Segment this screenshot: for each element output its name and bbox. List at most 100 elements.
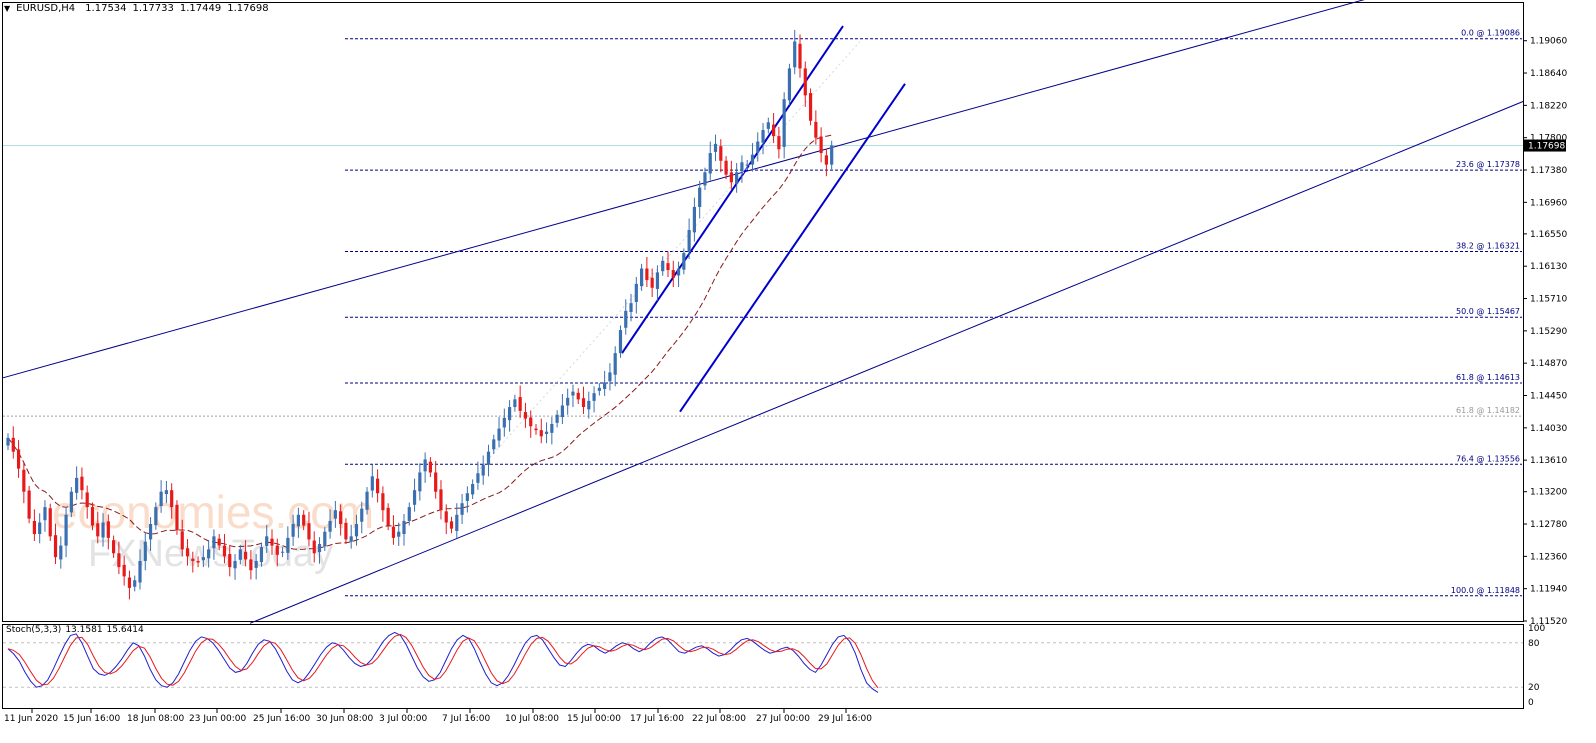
candle-body <box>597 387 601 391</box>
candle-body <box>592 393 596 401</box>
candle-body <box>708 153 712 174</box>
candle-body <box>745 164 749 166</box>
candle-body <box>291 524 295 537</box>
time-tick-label: 22 Jul 08:00 <box>692 714 746 724</box>
time-tick-label: 7 Jul 16:00 <box>442 714 491 724</box>
candle-body <box>323 531 327 547</box>
fib-level-label: 0.0 @ 1.19086 <box>1461 29 1520 38</box>
candle-body <box>719 146 723 161</box>
price-tick-label: 1.18640 <box>1530 69 1567 79</box>
candle-body <box>101 522 105 538</box>
candle-body <box>460 503 464 515</box>
candle-body <box>296 514 300 527</box>
chart-header: ▼ EURUSD,H4 1.17534 1.17733 1.17449 1.17… <box>4 3 269 14</box>
candle-body <box>244 551 248 560</box>
candle-body <box>529 417 533 427</box>
price-tick-label: 1.16130 <box>1530 262 1567 272</box>
time-tick-label: 11 Jun 2020 <box>4 714 58 724</box>
candle-body <box>819 136 823 154</box>
price-tick-label: 1.14450 <box>1530 392 1567 402</box>
price-tick-label: 1.11940 <box>1530 585 1567 595</box>
fib-trend-guide <box>479 41 861 469</box>
price-tick-label: 1.15710 <box>1530 295 1567 305</box>
price-tick-label: 1.18220 <box>1530 101 1567 111</box>
candle-body <box>143 541 147 561</box>
candle-body <box>170 490 174 508</box>
candle-body <box>798 43 802 69</box>
price-tick-label: 1.15290 <box>1530 327 1567 337</box>
candle-body <box>740 162 744 172</box>
candle-body <box>502 417 506 428</box>
candle-body <box>449 521 454 529</box>
candle-body <box>249 559 253 571</box>
candle-body <box>217 538 221 546</box>
candles <box>6 29 834 600</box>
time-tick-label: 27 Jul 00:00 <box>756 714 810 724</box>
candle-body <box>117 553 121 568</box>
candle-body <box>212 536 216 549</box>
high-value: 1.17733 <box>132 3 174 14</box>
candle-body <box>703 172 707 186</box>
candle-body <box>302 514 306 526</box>
candle-body <box>333 510 337 519</box>
stoch-main-value: 13.1581 <box>65 625 103 635</box>
candle-body <box>640 268 644 287</box>
candle-body <box>85 492 89 508</box>
candle-body <box>455 514 459 531</box>
stochastic-oscillator: 100 80 20 0 <box>3 624 1545 708</box>
candle-body <box>64 514 68 546</box>
time-tick-label: 30 Jun 08:00 <box>316 714 373 724</box>
candle-body <box>180 531 184 550</box>
time-tick-label: 18 Jun 08:00 <box>127 714 184 724</box>
price-tick-label: 1.12780 <box>1530 520 1567 530</box>
candle-body <box>312 540 316 554</box>
time-tick-label: 17 Jul 16:00 <box>630 714 684 724</box>
stoch-tick-label: 0 <box>1528 698 1534 708</box>
candle-body <box>766 122 770 129</box>
candle-body <box>122 564 126 577</box>
candle-body <box>127 577 132 588</box>
candle-body <box>830 145 834 165</box>
candle-body <box>518 397 522 411</box>
candle-body <box>11 437 15 452</box>
close-value: 1.17698 <box>227 3 269 14</box>
candle-body <box>492 439 496 450</box>
candle-body <box>513 399 517 408</box>
stoch-pane-frame <box>2 624 1524 709</box>
candle-body <box>808 93 813 121</box>
candle-body <box>344 522 348 540</box>
price-axis: 1.19060 1.18640 1.18220 1.17800 1.17380 1.169… <box>1523 37 1567 627</box>
candle-body <box>566 397 570 406</box>
triangle-down-icon[interactable]: ▼ <box>4 4 11 13</box>
candle-body <box>692 206 696 233</box>
lower-trendline <box>249 101 1524 624</box>
candle-body <box>32 520 36 535</box>
low-value: 1.17449 <box>179 3 222 14</box>
candle-body <box>555 414 559 423</box>
candle-body <box>376 478 380 494</box>
candle-body <box>550 423 554 433</box>
candle-body <box>381 493 385 511</box>
candle-body <box>624 310 628 328</box>
stoch-tick-label: 100 <box>1528 624 1545 634</box>
stoch-tick-label: 80 <box>1528 639 1540 649</box>
candle-body <box>317 544 322 553</box>
time-tick-label: 3 Jul 00:00 <box>379 714 428 724</box>
stoch-label: Stoch(5,3,3) <box>6 625 62 635</box>
channel-lower-line <box>679 83 906 413</box>
time-tick-label: 25 Jun 16:00 <box>253 714 310 724</box>
watermark: economies.com FXNewsToday <box>52 486 374 575</box>
time-tick-label: 10 Jul 08:00 <box>505 714 559 724</box>
candle-body <box>782 99 786 147</box>
candle-body <box>185 548 190 557</box>
candle-body <box>666 263 670 271</box>
price-tick-label: 1.13610 <box>1530 456 1567 466</box>
candle-body <box>69 491 73 513</box>
candle-body <box>22 469 26 492</box>
candle-body <box>259 547 264 563</box>
candle-body <box>53 535 58 558</box>
candle-body <box>793 41 797 68</box>
candle-body <box>439 489 443 511</box>
candle-body <box>772 124 776 137</box>
candle-body <box>286 537 290 553</box>
